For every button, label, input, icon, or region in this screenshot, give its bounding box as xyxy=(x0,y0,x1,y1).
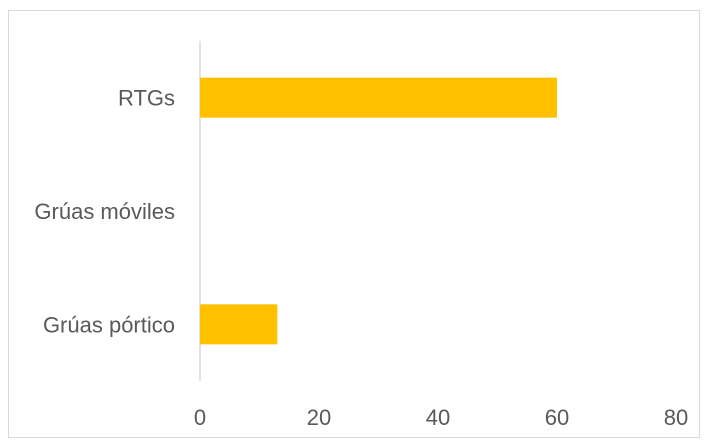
x-tick-label-4: 80 xyxy=(664,405,688,430)
category-label-2: Grúas pórtico xyxy=(43,312,175,337)
x-tick-label-3: 60 xyxy=(545,405,569,430)
x-tick-label-1: 20 xyxy=(307,405,331,430)
x-tick-label-2: 40 xyxy=(426,405,450,430)
x-tick-label-0: 0 xyxy=(194,405,206,430)
category-label-0: RTGs xyxy=(118,86,175,111)
bar-2 xyxy=(200,304,278,345)
chart-frame: RTGs Grúas móviles Grúas pórtico 0 20 40 60 80 xyxy=(8,10,700,438)
bar-chart: RTGs Grúas móviles Grúas pórtico 0 20 40 60 80 xyxy=(34,41,688,430)
category-label-1: Grúas móviles xyxy=(34,199,175,224)
bar-0 xyxy=(200,77,557,118)
